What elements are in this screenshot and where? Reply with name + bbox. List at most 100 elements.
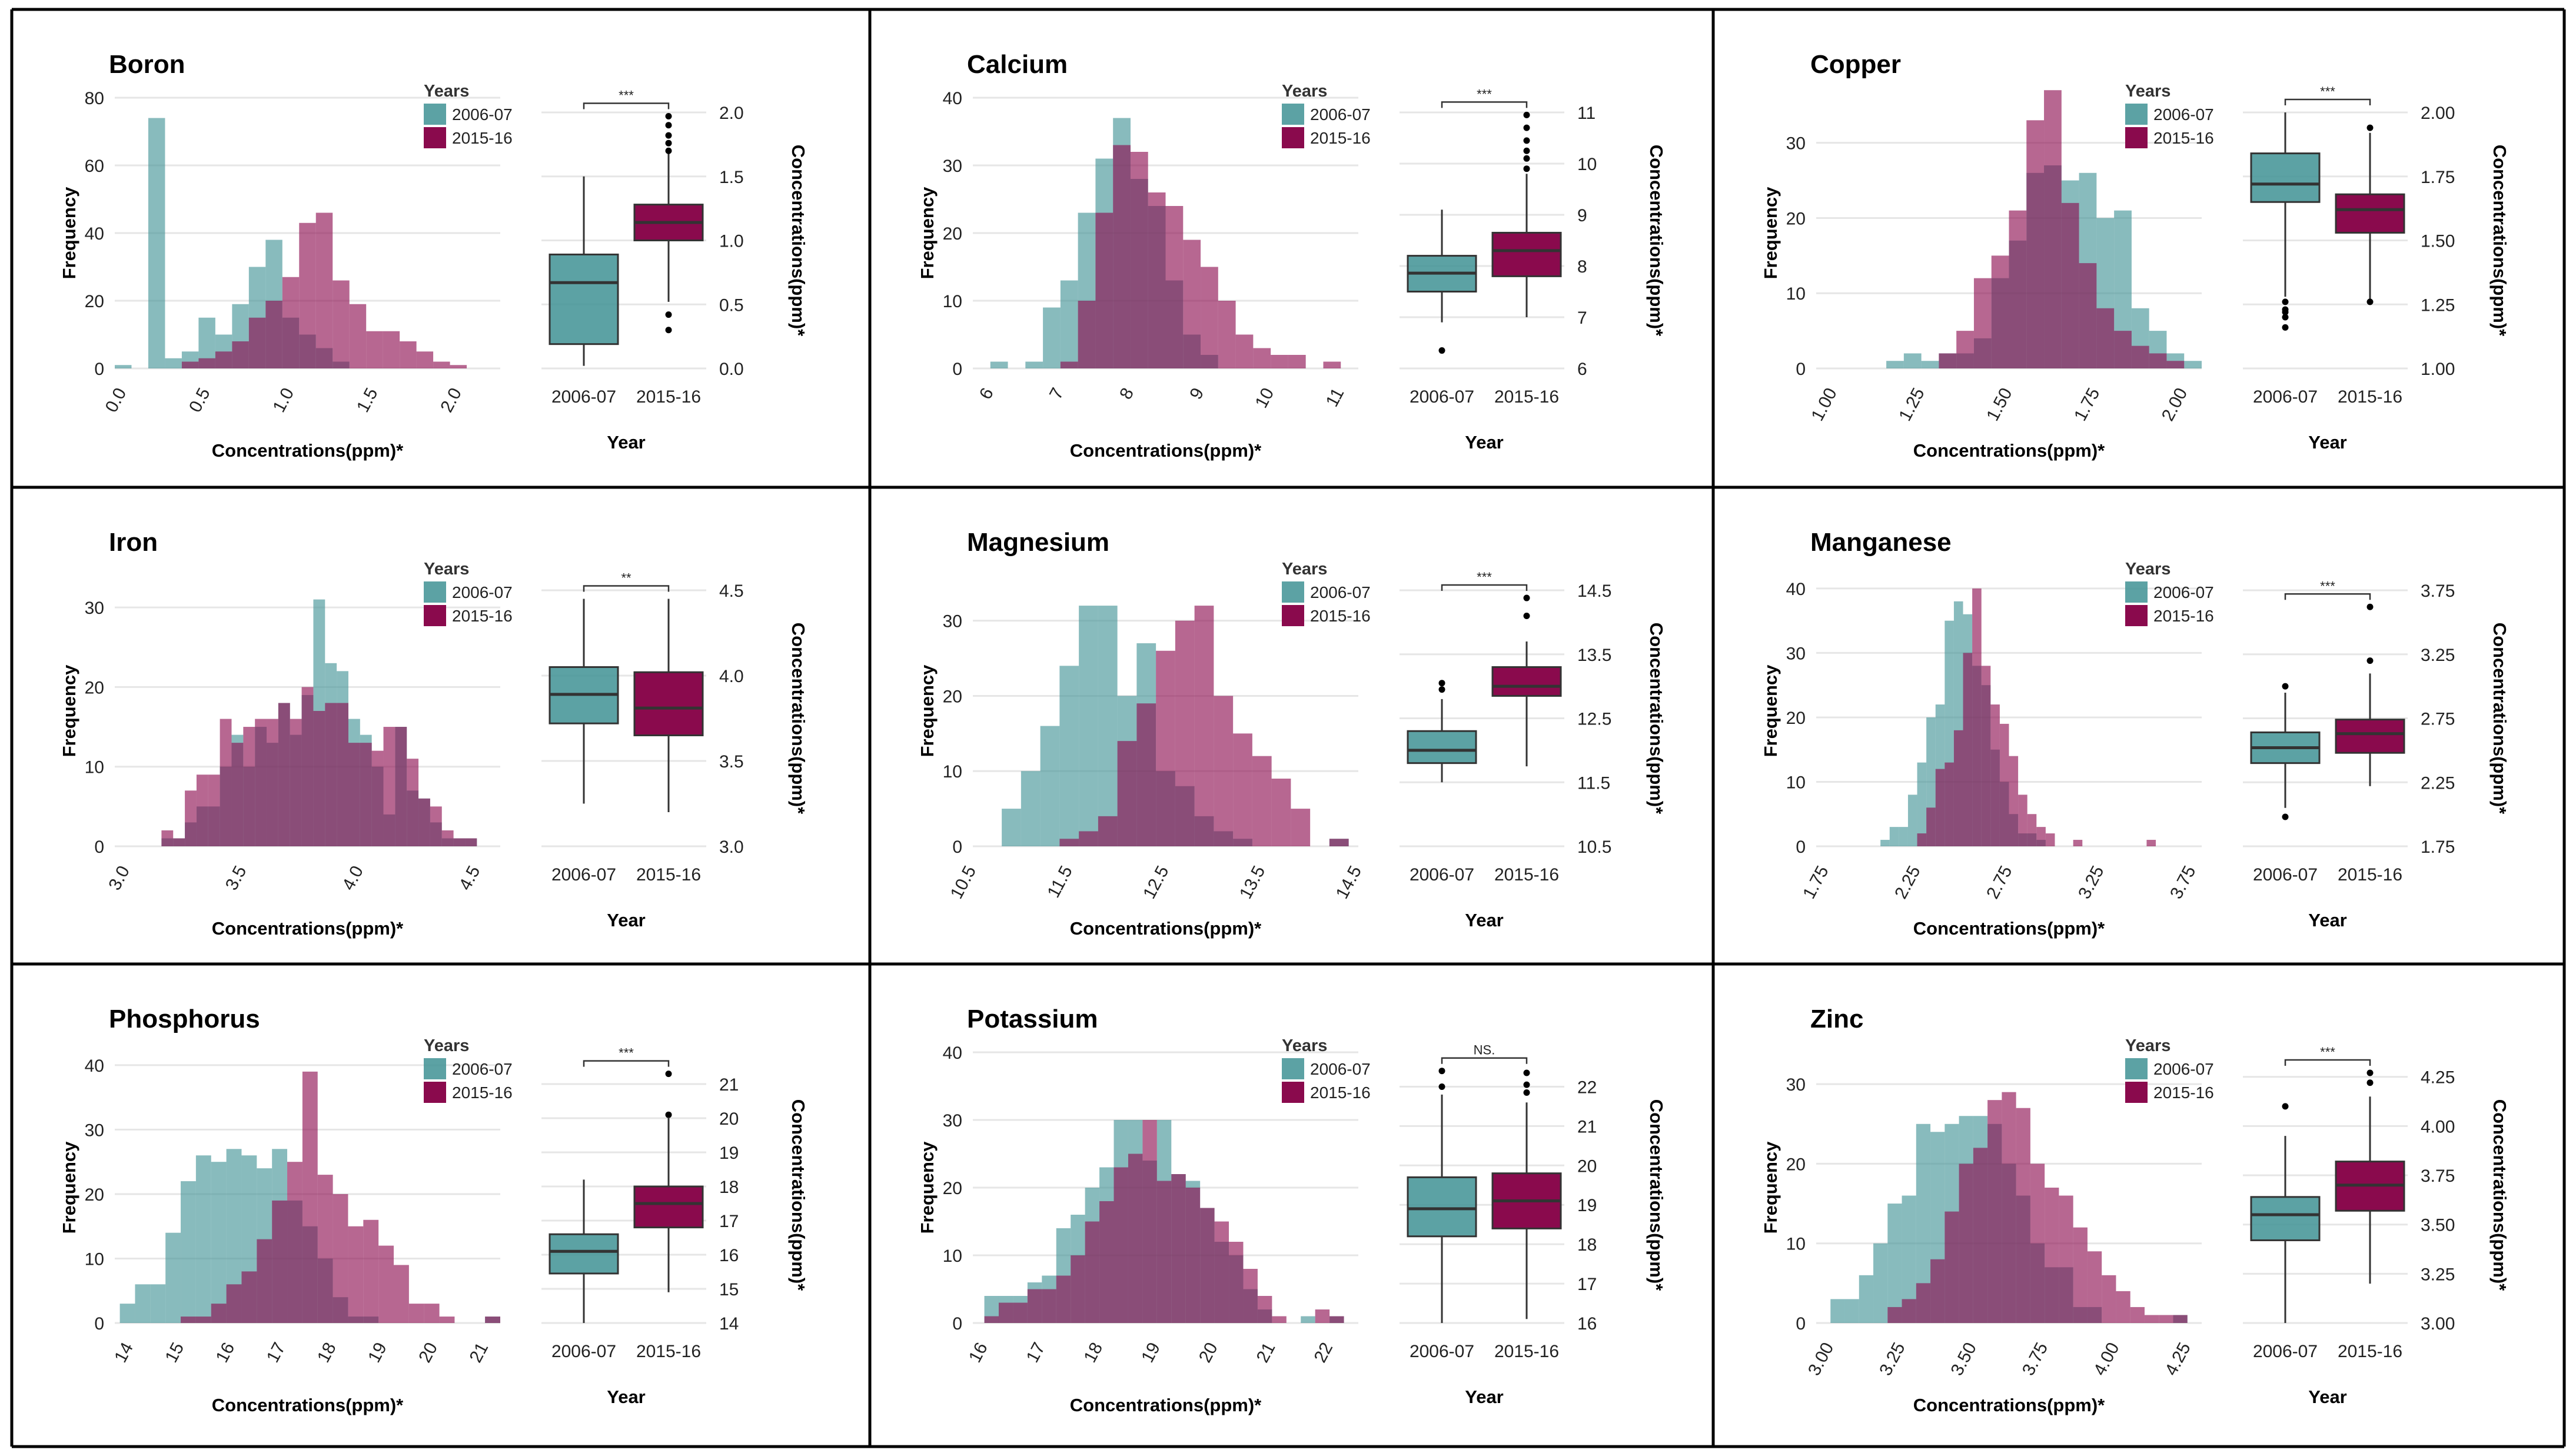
hist-series-2015-16 (181, 212, 467, 368)
box-ytick-label: 11 (1577, 104, 1596, 123)
hist-bar (1013, 1302, 1028, 1323)
box-ytick-label: 13.5 (1577, 646, 1611, 665)
panel-title: Iron (109, 528, 158, 557)
hist-bar (215, 351, 232, 368)
panel-phosphorus: Phosphorus 0 10 20 30 40 14 15 16 17 18 19 20 21 Conce… (59, 1005, 809, 1415)
significance-label: *** (2320, 579, 2335, 593)
boxplot: 3.00 3.25 3.50 3.75 4.00 4.25 2006-07 2015-16 **… (2243, 1045, 2510, 1407)
box-xtick-label: 2006-07 (551, 865, 616, 885)
hist-bar (1972, 588, 1982, 846)
hist-bar (135, 1284, 151, 1323)
box-xtick-label: 2015-16 (636, 865, 701, 885)
hist-bar (1288, 355, 1306, 368)
box-outlier (1438, 347, 1445, 354)
hist-xlabel: Concentrations(ppm)* (212, 918, 404, 939)
box-ytick-label: 19 (719, 1143, 739, 1163)
hist-bar (465, 838, 477, 846)
box-iqr (1491, 666, 1562, 697)
box-xlabel: Year (1465, 1387, 1504, 1407)
hist-ytick-label: 0 (1796, 837, 1806, 857)
box-outlier (665, 327, 672, 334)
hist-bar (220, 719, 232, 846)
boxplot: 1.00 1.25 1.50 1.75 2.00 2006-07 2015-16 *** Yea… (2243, 84, 2510, 453)
box-ytick-label: 12.5 (1577, 710, 1611, 729)
box-ylabel: Concentrations(ppm)* (788, 1099, 809, 1291)
hist-series-2015-16 (161, 687, 477, 846)
hist-ytick-label: 10 (1786, 1235, 1806, 1254)
legend-swatch-2006-07 (424, 1058, 446, 1079)
hist-bar (366, 331, 383, 368)
hist-bar (1165, 206, 1184, 368)
hist-ylabel: Frequency (1760, 1141, 1781, 1234)
hist-bar (1079, 606, 1098, 846)
hist-bar (2002, 1092, 2016, 1323)
box-outlier (1523, 111, 1530, 118)
boxplot: 14 15 16 17 18 19 20 21 2006-07 2015-16 *** Year Con… (541, 1046, 809, 1407)
hist-bar (1056, 1275, 1071, 1323)
box-ylabel: Concentrations(ppm)* (2489, 145, 2510, 337)
hist-ytick-label: 40 (1786, 580, 1806, 599)
legend-label: 2015-16 (2153, 129, 2214, 147)
box-ytick-label: 9 (1577, 206, 1587, 225)
box-xlabel: Year (607, 910, 646, 930)
box-series-2015-16: 2015-16 (633, 599, 704, 885)
box-xtick-label: 2015-16 (2338, 1342, 2402, 1361)
legend-swatch-2015-16 (1282, 1082, 1304, 1103)
box-ytick-label: 3.75 (2421, 1166, 2455, 1186)
hist-ytick-label: 10 (1786, 773, 1806, 792)
box-ytick-label: 0.5 (719, 295, 744, 315)
panel-title: Calcium (967, 50, 1068, 79)
box-ytick-label: 1.00 (2421, 360, 2455, 379)
box-ytick-label: 15 (719, 1280, 739, 1299)
hist-bar (1025, 361, 1043, 368)
hist-ytick-label: 0 (952, 837, 962, 857)
hist-bar (1185, 1188, 1201, 1323)
box-ytick-label: 4.5 (719, 581, 744, 601)
box-xtick-label: 2006-07 (1410, 1342, 1474, 1361)
hist-bar (1973, 1148, 1988, 1323)
box-outlier (2282, 1103, 2289, 1110)
box-xtick-label: 2015-16 (636, 1342, 701, 1361)
hist-bar (360, 743, 372, 846)
hist-bar (1880, 840, 1890, 846)
legend-swatch-2015-16 (424, 605, 446, 626)
box-iqr (1407, 730, 1477, 764)
hist-bar (1999, 723, 2009, 846)
hist-bar (2102, 1275, 2116, 1323)
hist-bar (1078, 301, 1096, 368)
hist-bar (315, 212, 333, 368)
box-ytick-label: 22 (1577, 1078, 1597, 1097)
box-outlier (2282, 813, 2289, 820)
hist-ytick-label: 10 (943, 762, 962, 782)
box-xlabel: Year (607, 432, 646, 453)
hist-bar (2061, 202, 2079, 368)
hist-bar (1117, 741, 1137, 846)
hist-bar (115, 365, 132, 368)
box-outlier (2366, 124, 2374, 131)
hist-bar (1301, 1316, 1315, 1323)
hist-xlabel: Concentrations(ppm)* (1070, 1395, 1262, 1415)
box-ytick-label: 3.00 (2421, 1314, 2455, 1334)
box-outlier (2282, 683, 2289, 690)
box-series-2015-16: 2015-16 (2335, 124, 2405, 407)
legend-swatch-2006-07 (2125, 104, 2148, 125)
legend-label: 2015-16 (452, 129, 513, 147)
box-ytick-label: 18 (719, 1178, 739, 1197)
hist-bar (1329, 839, 1349, 846)
hist-ylabel: Frequency (59, 664, 79, 757)
hist-xlabel: Concentrations(ppm)* (1070, 918, 1262, 939)
box-iqr (549, 253, 619, 345)
hist-bar (2096, 308, 2115, 368)
legend-swatch-2006-07 (1282, 581, 1304, 603)
box-outlier (1523, 124, 1530, 131)
hist-bar (1136, 703, 1156, 846)
hist-bar (1935, 769, 1945, 846)
hist-bar (226, 1284, 242, 1323)
hist-xlabel: Concentrations(ppm)* (1913, 440, 2105, 461)
hist-bar (383, 727, 395, 846)
hist-bar (248, 317, 266, 368)
hist-bar (2146, 840, 2156, 846)
